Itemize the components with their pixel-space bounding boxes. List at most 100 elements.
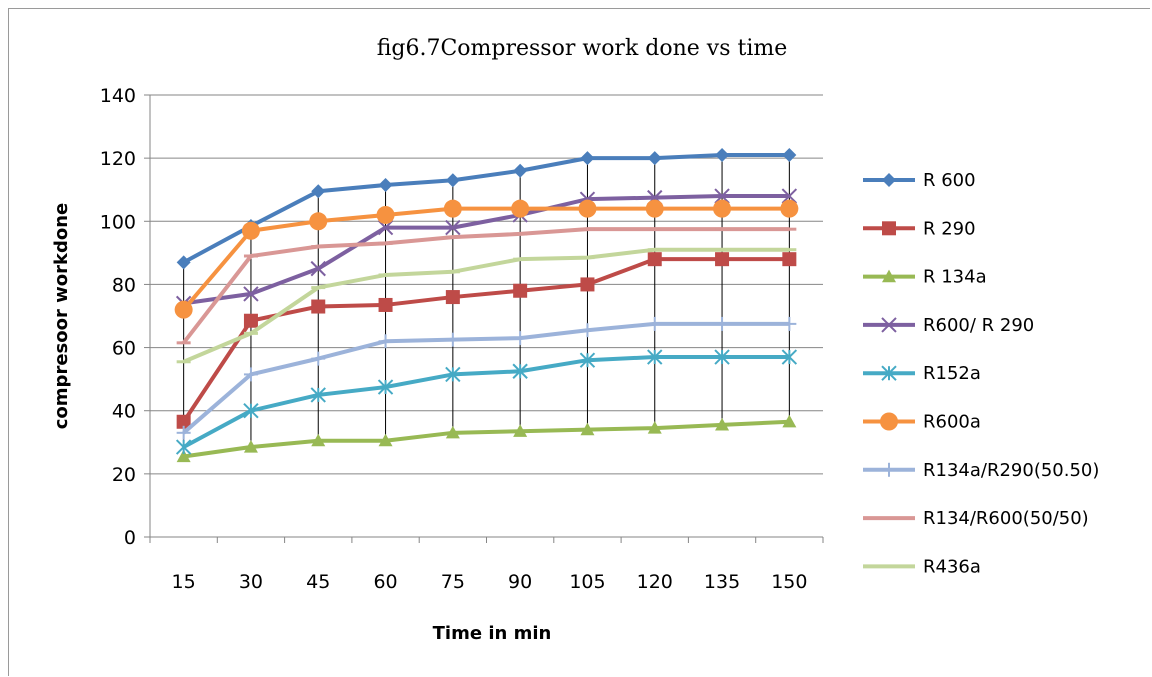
legend-label: R 134a xyxy=(923,267,987,288)
legend-item: R134a/R290(50.50) xyxy=(863,460,1099,481)
data-point xyxy=(243,286,259,302)
series-7 xyxy=(176,227,797,345)
data-point xyxy=(378,334,393,349)
data-point xyxy=(714,188,730,204)
series-4 xyxy=(175,349,798,455)
data-point xyxy=(782,316,797,331)
legend-label: R 600 xyxy=(923,170,976,191)
series-line xyxy=(183,419,790,459)
data-point xyxy=(715,147,730,162)
square-marker xyxy=(882,221,896,236)
x-tick-label: 135 xyxy=(704,571,740,593)
series-line xyxy=(182,247,790,364)
data-point xyxy=(647,252,662,267)
data-point xyxy=(580,422,595,436)
x-tick-label: 105 xyxy=(569,571,605,593)
x-axis-label: Time in min xyxy=(433,623,552,644)
series-line xyxy=(181,257,790,423)
data-point xyxy=(713,199,732,218)
data-point xyxy=(715,252,730,267)
drop-lines xyxy=(183,154,790,457)
diamond-marker xyxy=(882,173,896,187)
data-point xyxy=(176,449,191,463)
x-tick-label: 30 xyxy=(239,571,263,593)
series-line xyxy=(182,321,790,435)
y-tick-label: 40 xyxy=(112,401,136,423)
data-point xyxy=(176,414,191,429)
series-5 xyxy=(174,199,799,319)
data-point xyxy=(512,363,528,379)
x-tick-label: 45 xyxy=(306,571,330,593)
x-marker-stroke xyxy=(781,188,798,204)
data-point xyxy=(445,173,460,188)
data-point xyxy=(782,147,797,162)
data-point xyxy=(176,425,191,440)
series-layer xyxy=(174,147,799,463)
y-tick-label: 60 xyxy=(112,338,136,360)
data-point xyxy=(378,297,393,312)
data-point xyxy=(310,260,326,277)
plus-marker xyxy=(882,462,896,477)
x-tick-label: 90 xyxy=(508,571,532,593)
data-point xyxy=(781,188,798,204)
data-point xyxy=(241,221,260,240)
y-tick-label: 0 xyxy=(124,527,136,549)
y-axis-label: compresoor workdone xyxy=(51,203,72,429)
data-point xyxy=(445,425,460,439)
legend-item: R600/ R 290 xyxy=(863,315,1034,336)
x-tick-label: 15 xyxy=(172,571,196,593)
series-6 xyxy=(176,316,797,440)
circle-marker xyxy=(880,412,898,431)
data-point xyxy=(714,349,730,365)
data-point xyxy=(513,331,528,346)
data-point xyxy=(511,199,530,218)
data-point xyxy=(578,199,597,218)
data-point xyxy=(443,199,462,218)
legend-item: R600a xyxy=(863,412,981,433)
legend-item: R 600 xyxy=(863,170,976,191)
data-point xyxy=(311,351,326,366)
data-point xyxy=(513,163,528,178)
axes: 0 20 40 60 80 100 120 140 15 30 45 60 75 90 105 120 135 1… xyxy=(100,85,824,593)
series-line xyxy=(183,194,790,306)
x-marker-stroke xyxy=(445,219,461,236)
data-point xyxy=(377,379,394,395)
x-marker-stroke xyxy=(881,317,897,333)
data-point xyxy=(174,300,193,319)
data-point xyxy=(647,421,662,434)
x-tick-label: 150 xyxy=(771,571,807,593)
data-point xyxy=(715,316,730,331)
data-point xyxy=(311,299,326,314)
x-marker-stroke xyxy=(377,219,394,236)
y-tick-label: 140 xyxy=(100,85,136,107)
data-point xyxy=(513,283,528,298)
data-point xyxy=(715,417,730,431)
series-line xyxy=(182,206,790,311)
legend-label: R152a xyxy=(923,363,981,384)
data-point xyxy=(378,177,393,192)
legend-label: R436a xyxy=(923,556,981,577)
series-line xyxy=(182,152,790,265)
data-point xyxy=(377,219,394,236)
data-point xyxy=(782,252,797,267)
data-point xyxy=(311,433,326,447)
x-marker xyxy=(881,317,897,333)
legend-item: R436a xyxy=(863,556,981,577)
data-point xyxy=(513,424,528,437)
data-point xyxy=(445,366,461,383)
data-point xyxy=(647,316,662,331)
data-point xyxy=(243,367,258,382)
x-tick-label: 75 xyxy=(441,571,465,593)
legend-label: R 290 xyxy=(923,218,976,239)
legend: R 600 R 290 R 134a R600/ R 290 R152a R600a R13… xyxy=(863,170,1099,577)
y-tick-label: 120 xyxy=(100,148,136,170)
series-2 xyxy=(176,414,797,463)
data-point xyxy=(445,290,460,305)
series-line xyxy=(182,355,790,449)
data-point xyxy=(445,219,461,236)
data-point xyxy=(780,199,799,218)
gridlines xyxy=(150,94,823,475)
data-point xyxy=(580,277,595,292)
legend-item: R152a xyxy=(863,363,981,384)
x-marker-stroke xyxy=(243,286,259,302)
